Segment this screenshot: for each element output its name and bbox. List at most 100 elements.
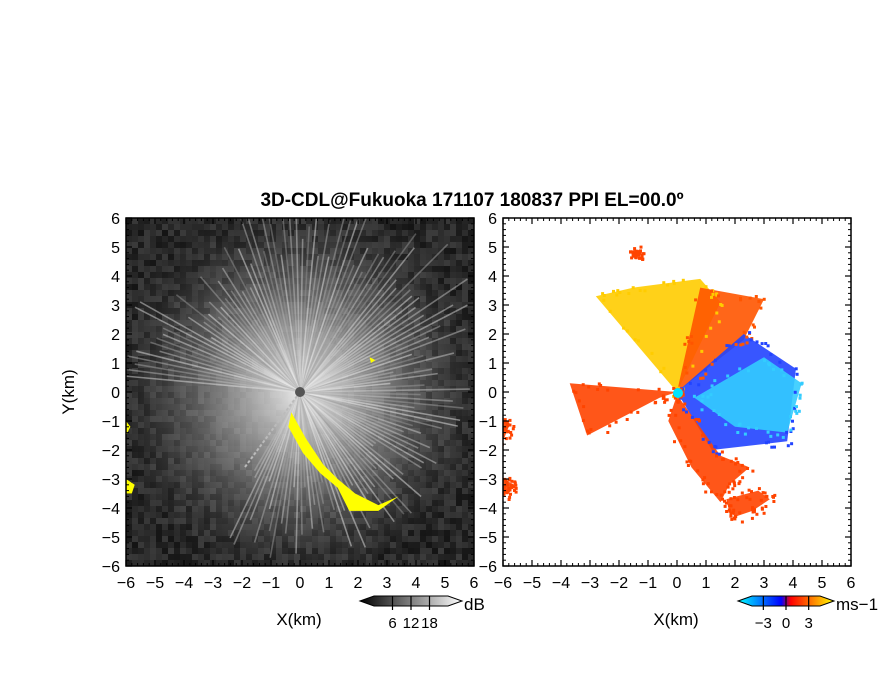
noise-cell (132, 542, 138, 548)
velocity-speckle-cell (689, 459, 693, 463)
velocity-speckle-cell (725, 510, 729, 513)
velocity-speckle-cell (629, 250, 632, 254)
velocity-speckle-cell (704, 334, 708, 338)
velocity-speckle-cell (719, 303, 723, 306)
reflectivity-ray (126, 368, 301, 393)
noise-cell (444, 224, 450, 230)
y-tick-label: 4 (488, 269, 497, 286)
velocity-speckle-cell (701, 376, 705, 380)
noise-cell (414, 218, 420, 224)
velocity-speckle-cell (685, 410, 688, 414)
noise-cell (444, 242, 450, 248)
y-tick-label: 3 (111, 298, 120, 315)
velocity-speckle-cell (729, 512, 733, 516)
noise-cell (462, 488, 468, 494)
velocity-speckle-cell (640, 254, 644, 257)
noise-cell (126, 230, 132, 236)
velocity-speckle-cell (636, 388, 640, 392)
noise-cell (174, 542, 180, 548)
velocity-speckle-cell (686, 464, 690, 467)
noise-cell (444, 548, 450, 554)
velocity-speckle-cell (504, 479, 508, 483)
velocity-speckle-cell (690, 415, 694, 419)
noise-cell (462, 230, 468, 236)
noise-cell (138, 530, 144, 536)
reflectivity-ray (253, 391, 301, 472)
velocity-speckle-cell (681, 393, 685, 396)
velocity-speckle-cell (512, 485, 516, 489)
reflectivity-ray (299, 391, 377, 445)
noise-cell (156, 554, 162, 560)
y-tick-label: −2 (479, 443, 497, 460)
noise-cell (450, 548, 456, 554)
noise-cell (186, 548, 192, 554)
noise-cell (138, 512, 144, 518)
velocity-speckle-cell (789, 428, 793, 432)
noise-cell (426, 530, 432, 536)
velocity-speckle-cell (750, 516, 754, 520)
noise-cell (168, 536, 174, 542)
velocity-speckle-cell (760, 342, 764, 346)
noise-cell (462, 278, 468, 284)
velocity-speckle-cell (601, 292, 605, 296)
reflectivity-ray (299, 353, 413, 393)
reflectivity-ray (299, 304, 454, 393)
noise-cell (438, 542, 444, 548)
velocity-speckle-cell (700, 408, 704, 412)
velocity-speckle-cell (636, 410, 640, 414)
velocity-speckle-cell (794, 409, 798, 413)
noise-cell (132, 506, 138, 512)
velocity-speckle-cell (738, 367, 742, 371)
velocity-speckle-cell (694, 417, 698, 421)
noise-cell (456, 548, 462, 554)
reflectivity-ray (249, 287, 301, 393)
velocity-speckle-cell (503, 485, 506, 489)
noise-cell (144, 506, 150, 512)
reflectivity-ray (299, 391, 367, 548)
noise-cell (174, 548, 180, 554)
noise-cell (462, 512, 468, 518)
yellow-echo-regions (126, 357, 399, 511)
velocity-speckle-cell (726, 485, 730, 489)
reflectivity-panel: −6 −5 −4 −3 −2 −1 0 1 2 3 4 5 6 6 5 4 3 2 1 0 −1 −2 −3 −4 −5 −6 (102, 211, 479, 592)
velocity-speckle-cell (742, 330, 746, 334)
noise-cell (150, 554, 156, 560)
noise-cell (192, 230, 198, 236)
noise-cell (462, 518, 468, 524)
velocity-speckle-cell (718, 452, 721, 456)
velocity-speckle-cell (741, 476, 745, 480)
velocity-speckle-cell (509, 484, 513, 488)
velocity-speckle-cell (727, 490, 731, 494)
velocity-speckle-cell (728, 482, 732, 486)
reflectivity-ray (299, 391, 369, 494)
velocity-speckle-cell (505, 421, 509, 425)
noise-cell (450, 530, 456, 536)
noise-cell (156, 224, 162, 230)
reflectivity-ray (299, 382, 391, 393)
velocity-speckle-cell (514, 483, 518, 487)
velocity-speckle-cell (641, 252, 645, 256)
velocity-speckle-cell (746, 369, 750, 373)
velocity-speckle-cell (587, 385, 591, 389)
reflectivity-ray (299, 391, 443, 430)
reflectivity-ray (299, 391, 464, 409)
noise-cell (126, 512, 132, 518)
reflectivity-ray (126, 375, 301, 393)
noise-cell (138, 242, 144, 248)
reflectivity-ray (299, 264, 355, 393)
noise-cell (138, 236, 144, 242)
x-tick-label: −1 (639, 575, 657, 592)
noise-cell (468, 236, 474, 242)
noise-cell (438, 530, 444, 536)
reflectivity-ray (223, 246, 301, 393)
x-tick-label: −6 (494, 575, 512, 592)
noise-cell (168, 548, 174, 554)
velocity-speckle-cell (706, 482, 710, 486)
velocity-speckle-cell (753, 325, 756, 329)
noise-cell (450, 512, 456, 518)
reflectivity-ray (268, 391, 301, 510)
noise-cell (162, 248, 168, 254)
noise-cell (150, 230, 156, 236)
velocity-speckle-cell (776, 433, 780, 437)
y-tick-label: −2 (102, 443, 120, 460)
